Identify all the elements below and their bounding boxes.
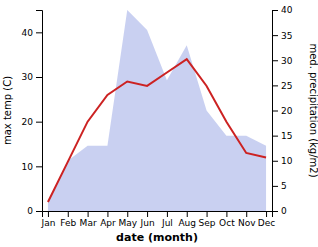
tick-label: 30 [281, 56, 293, 66]
tick: 0 [27, 206, 42, 216]
tick-label: May [118, 218, 137, 228]
tick-mark [107, 211, 108, 217]
axis: 0 5 10 15 20 25 30 35 40 [272, 5, 293, 216]
tick: 20 [22, 117, 42, 127]
tick: 0 [272, 206, 287, 216]
tick-mark [272, 161, 278, 162]
x-axis-title: date (month) [116, 231, 198, 244]
tick-label: 10 [22, 162, 34, 172]
tick-mark [272, 111, 278, 112]
tick: Mar [80, 211, 97, 228]
tick: 15 [272, 131, 292, 141]
tick: Sep [199, 211, 216, 228]
tick-label: 25 [281, 81, 292, 91]
tick-mark [68, 211, 69, 217]
tick-label: Feb [60, 218, 76, 228]
tick-label: Nov [238, 218, 256, 228]
tick: 35 [272, 31, 292, 41]
tick-mark [207, 211, 208, 217]
axis-line [43, 212, 273, 218]
tick-mark [226, 211, 227, 217]
tick: 30 [272, 56, 293, 66]
tick-label: Sep [199, 218, 216, 228]
tick-label: Oct [219, 218, 235, 228]
y-axis-title: max temp (C) [2, 76, 13, 145]
tick-label: Mar [80, 218, 97, 228]
tick-label: Apr [100, 218, 116, 228]
tick-label: 20 [281, 106, 293, 116]
tick: 40 [22, 28, 42, 38]
tick-label: Jun [140, 218, 155, 228]
tick: Jun [140, 211, 155, 228]
tick-label: 35 [281, 31, 292, 41]
tick: Feb [60, 211, 76, 228]
tick-label: 30 [22, 72, 34, 82]
tick-label: 0 [27, 206, 33, 216]
tick: 40 [272, 5, 293, 15]
tick: Dec [258, 211, 275, 228]
tick-label: 40 [22, 28, 34, 38]
tick-mark [36, 211, 42, 212]
tick: 10 [272, 156, 293, 166]
tick-label: 40 [281, 5, 293, 15]
line [48, 59, 266, 202]
tick: Nov [238, 211, 256, 228]
tick: 10 [22, 162, 42, 172]
tick: 25 [272, 81, 292, 91]
tick-mark [272, 60, 278, 61]
tick-label: Jan [41, 218, 56, 228]
tick-mark [36, 166, 42, 167]
tick-mark [187, 211, 188, 217]
axis-line [36, 11, 43, 212]
tick-mark [272, 186, 278, 187]
tick: 30 [22, 72, 42, 82]
tick-label: 15 [281, 131, 292, 141]
marks [48, 10, 266, 211]
y2-axis-title: med. precipitation (kg/m2) [308, 43, 318, 177]
tick: 20 [272, 106, 293, 116]
axis: Jan Feb MarAprMayJun Jul AugSepOctNovDec [41, 211, 276, 228]
tick-mark [36, 122, 42, 123]
tick-label: Jul [161, 218, 173, 228]
tick: May [118, 211, 137, 228]
tick: Jul [161, 211, 173, 228]
tick-mark [272, 136, 278, 137]
tick: Aug [178, 211, 196, 228]
tick-mark [272, 10, 278, 11]
axis-line [273, 11, 279, 212]
area [48, 10, 266, 211]
tick: Oct [219, 211, 235, 228]
axis: 0 10 20 30 40 [22, 11, 43, 217]
tick-mark [272, 35, 278, 36]
tick-mark [167, 211, 168, 217]
tick-label: 5 [281, 181, 287, 191]
tick-mark [88, 211, 89, 217]
tick-label: 20 [22, 117, 34, 127]
tick-label: Dec [258, 218, 275, 228]
tick: Jan [41, 211, 56, 228]
chart: 0 10 20 30 40 0 5 10 15 20 25 30 35 40 Jan Feb MarAprMay… [0, 0, 318, 247]
tick-mark [147, 211, 148, 217]
tick-label: Aug [178, 218, 196, 228]
tick-label: 10 [281, 156, 293, 166]
tick: Apr [100, 211, 116, 228]
tick-mark [48, 211, 49, 217]
tick: 5 [272, 181, 287, 191]
tick-mark [127, 211, 128, 217]
plot: 0 10 20 30 40 0 5 10 15 20 25 30 35 40 Jan Feb MarAprMay… [22, 5, 293, 228]
tick-mark [36, 77, 42, 78]
tick-mark [272, 85, 278, 86]
tick-mark [266, 211, 267, 217]
tick-mark [246, 211, 247, 217]
tick-label: 0 [281, 206, 287, 216]
tick-mark [36, 32, 42, 33]
